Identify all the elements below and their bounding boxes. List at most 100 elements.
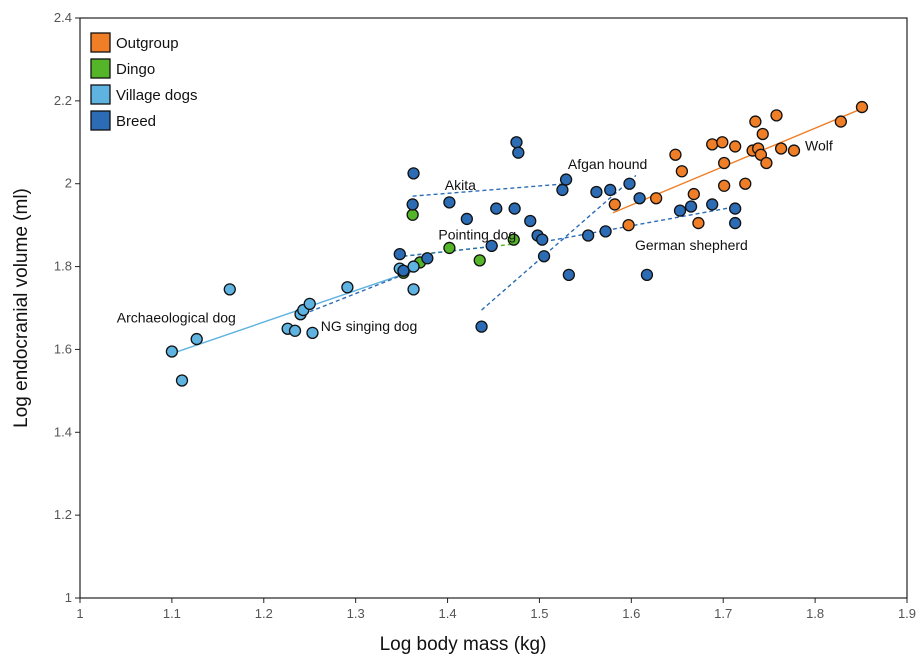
- legend-label: Outgroup: [116, 35, 179, 52]
- x-tick-label: 1.5: [530, 606, 548, 621]
- data-point: [407, 167, 420, 180]
- data-point: [787, 144, 801, 157]
- legend: Outgroup Dingo Village dogs Breed: [90, 32, 197, 131]
- data-point: [407, 260, 420, 273]
- data-point: [443, 196, 456, 209]
- annotation-label: Archaeological dog: [117, 310, 236, 326]
- data-point: [190, 332, 203, 346]
- y-tick-label: 1.2: [54, 507, 72, 522]
- legend-swatch: [90, 110, 111, 131]
- y-axis-title: Log endocranial volume (ml): [11, 188, 32, 428]
- annotations: Archaeological dog NG singing dog Pointing…: [117, 138, 833, 334]
- data-point: [562, 268, 575, 282]
- data-point: [397, 264, 410, 277]
- data-point: [599, 225, 612, 238]
- data-point: [756, 127, 769, 141]
- fit-line: [303, 270, 414, 315]
- data-point: [706, 138, 719, 151]
- data-point: [510, 136, 523, 149]
- legend-label: Breed: [116, 113, 156, 130]
- data-point: [729, 202, 742, 215]
- data-point: [406, 198, 419, 211]
- fit-line: [543, 205, 738, 243]
- data-point: [406, 208, 419, 221]
- y-tick-label: 1.6: [54, 341, 72, 356]
- plot-frame: [79, 17, 908, 599]
- y-tick-label: 2: [65, 176, 72, 191]
- y-tick-label: 1.8: [54, 259, 72, 274]
- data-point: [749, 115, 762, 128]
- data-point: [716, 136, 729, 149]
- data-point: [165, 345, 179, 358]
- data-point: [485, 239, 498, 253]
- data-point: [673, 204, 687, 217]
- data-point: [341, 281, 354, 294]
- data-point: [175, 374, 189, 387]
- data-point: [524, 214, 537, 228]
- data-point: [473, 254, 486, 267]
- data-point: [512, 146, 525, 159]
- x-tick-label: 1.2: [255, 606, 273, 621]
- data-point: [622, 218, 635, 232]
- data-point: [706, 198, 719, 211]
- data-point: [581, 229, 595, 242]
- data-points: [165, 100, 869, 387]
- x-tick-label: 1.8: [806, 606, 824, 621]
- data-point: [729, 216, 742, 230]
- data-point: [421, 252, 434, 265]
- data-point: [669, 148, 682, 161]
- x-tick-label: 1: [76, 606, 83, 621]
- data-point: [507, 233, 520, 246]
- data-point: [559, 173, 573, 186]
- data-point: [770, 109, 783, 122]
- y-tick-label: 1: [65, 590, 72, 605]
- annotation-label: Akita: [445, 177, 476, 193]
- data-point: [623, 177, 636, 190]
- data-point: [407, 283, 420, 296]
- x-tick-label: 1.4: [439, 606, 457, 621]
- y-tick-label: 1.4: [54, 424, 72, 439]
- x-axis: 1 1.1 1.2 1.3 1.4 1.5 1.6 1.7 1.8 1.9: [76, 598, 916, 621]
- data-point: [675, 165, 689, 178]
- data-point: [739, 177, 752, 190]
- data-point: [754, 148, 768, 161]
- data-point: [684, 200, 698, 213]
- data-point: [687, 187, 700, 201]
- data-point: [288, 324, 302, 337]
- x-tick-label: 1.6: [622, 606, 640, 621]
- data-point: [717, 179, 731, 192]
- data-point: [834, 115, 847, 128]
- data-point: [303, 297, 316, 311]
- data-point: [536, 233, 549, 246]
- legend-swatch: [90, 58, 111, 79]
- annotation-label: Pointing dog: [438, 227, 516, 243]
- x-axis-title: Log body mass (kg): [380, 634, 547, 655]
- data-point: [306, 326, 319, 340]
- data-point: [223, 283, 236, 296]
- legend-swatch: [90, 84, 111, 105]
- legend-label: Dingo: [116, 61, 155, 78]
- fit-line: [403, 245, 499, 257]
- annotation-label: NG singing dog: [321, 318, 418, 334]
- data-point: [692, 216, 705, 230]
- data-point: [640, 268, 654, 282]
- data-point: [649, 192, 663, 205]
- fit-line: [171, 270, 414, 355]
- data-point: [393, 247, 406, 261]
- data-point: [443, 241, 456, 255]
- data-point: [537, 250, 551, 263]
- data-point: [717, 156, 731, 170]
- legend-swatch: [90, 32, 111, 53]
- fit-line: [412, 183, 568, 197]
- data-point: [590, 185, 603, 199]
- x-tick-label: 1.3: [347, 606, 365, 621]
- data-point: [475, 320, 488, 333]
- data-point: [604, 183, 617, 197]
- data-point: [855, 100, 869, 114]
- annotation-label: German shepherd: [635, 237, 748, 253]
- y-tick-label: 2.2: [54, 93, 72, 108]
- data-point: [460, 212, 474, 226]
- y-tick-label: 2.4: [54, 10, 72, 25]
- data-point: [508, 202, 521, 215]
